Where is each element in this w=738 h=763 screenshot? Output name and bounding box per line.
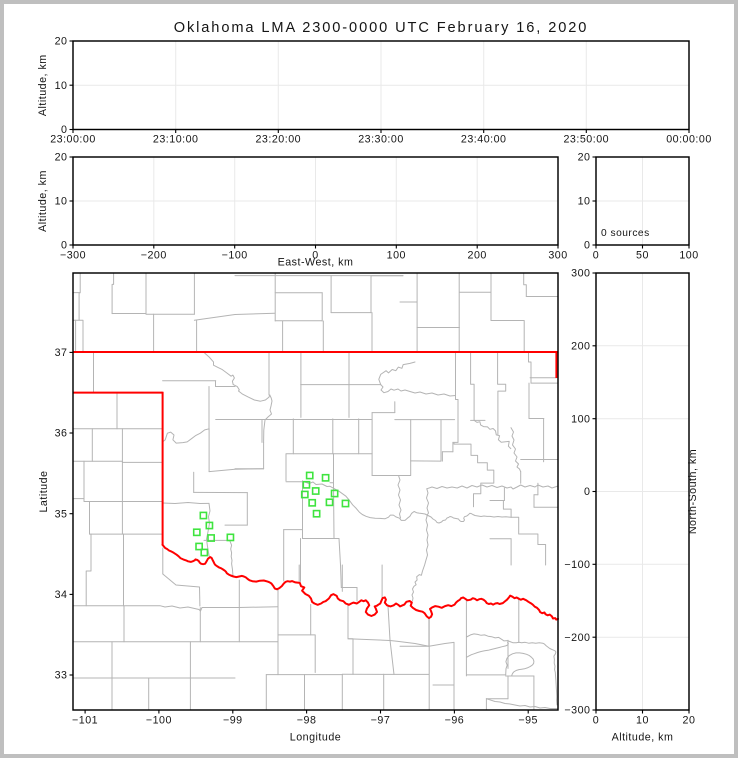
svg-text:100: 100 [571, 413, 590, 425]
svg-text:−98: −98 [297, 715, 317, 727]
svg-text:34: 34 [55, 589, 68, 601]
svg-text:10: 10 [55, 196, 68, 208]
svg-text:−96: −96 [445, 715, 465, 727]
svg-text:0: 0 [593, 250, 599, 262]
svg-text:Altitude, km: Altitude, km [37, 54, 49, 116]
svg-text:−99: −99 [223, 715, 243, 727]
svg-text:37: 37 [55, 347, 68, 359]
svg-text:Longitude: Longitude [290, 731, 341, 743]
svg-text:−95: −95 [518, 715, 538, 727]
svg-text:Altitude, km: Altitude, km [612, 731, 674, 743]
svg-text:300: 300 [571, 268, 590, 280]
svg-text:20: 20 [55, 152, 68, 164]
svg-text:10: 10 [55, 80, 68, 92]
svg-text:23:30:00: 23:30:00 [358, 134, 404, 146]
svg-text:23:40:00: 23:40:00 [461, 134, 507, 146]
svg-text:35: 35 [55, 508, 68, 520]
svg-text:Altitude, km: Altitude, km [37, 170, 49, 232]
svg-text:20: 20 [578, 152, 591, 164]
svg-text:50: 50 [636, 250, 649, 262]
svg-text:East-West, km: East-West, km [278, 256, 354, 268]
svg-text:0: 0 [61, 124, 67, 136]
svg-text:100: 100 [387, 250, 406, 262]
svg-text:23:50:00: 23:50:00 [563, 134, 609, 146]
svg-text:0 sources: 0 sources [601, 228, 650, 239]
svg-text:North-South, km: North-South, km [687, 449, 699, 534]
svg-text:10: 10 [578, 196, 591, 208]
svg-text:300: 300 [548, 250, 567, 262]
svg-text:100: 100 [679, 250, 698, 262]
svg-text:00:00:00: 00:00:00 [666, 134, 712, 146]
svg-text:0: 0 [312, 250, 318, 262]
svg-text:Oklahoma LMA 2300-0000 UTC Feb: Oklahoma LMA 2300-0000 UTC February 16, … [174, 20, 589, 36]
svg-text:0: 0 [584, 240, 590, 252]
svg-text:−200: −200 [141, 250, 167, 262]
svg-text:20: 20 [683, 715, 696, 727]
svg-text:−100: −100 [146, 715, 172, 727]
svg-text:23:00:00: 23:00:00 [50, 134, 96, 146]
svg-text:23:10:00: 23:10:00 [153, 134, 199, 146]
svg-text:0: 0 [593, 715, 599, 727]
svg-text:−300: −300 [564, 705, 590, 717]
svg-text:−101: −101 [72, 715, 98, 727]
svg-text:200: 200 [468, 250, 487, 262]
svg-text:200: 200 [571, 341, 590, 353]
svg-text:23:20:00: 23:20:00 [255, 134, 301, 146]
svg-text:33: 33 [55, 670, 68, 682]
svg-text:−100: −100 [564, 559, 590, 571]
svg-text:20: 20 [55, 36, 68, 48]
svg-text:−300: −300 [60, 250, 86, 262]
svg-text:−100: −100 [222, 250, 248, 262]
svg-text:Latitude: Latitude [38, 470, 50, 512]
svg-text:0: 0 [584, 486, 590, 498]
svg-text:36: 36 [55, 428, 68, 440]
svg-text:0: 0 [61, 240, 67, 252]
svg-text:10: 10 [636, 715, 649, 727]
svg-text:−97: −97 [371, 715, 391, 727]
svg-text:−200: −200 [564, 632, 590, 644]
